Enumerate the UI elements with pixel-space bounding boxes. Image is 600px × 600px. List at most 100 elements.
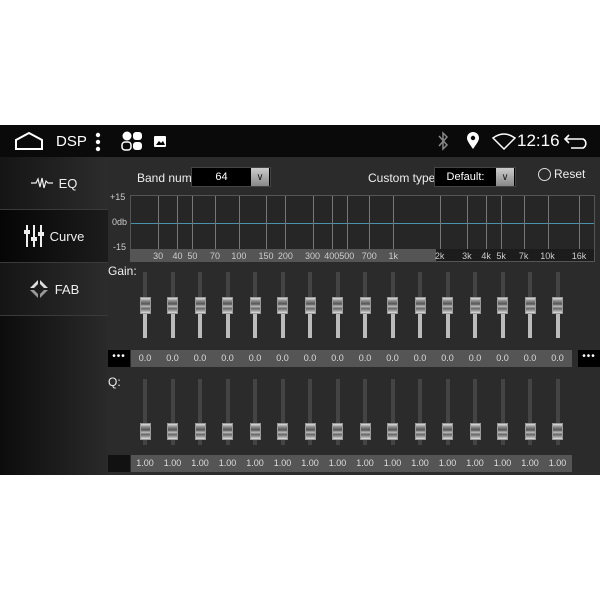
gain-slider-thumb[interactable]: [442, 296, 453, 314]
gain-slider-thumb[interactable]: [387, 296, 398, 314]
gridline: [192, 196, 194, 249]
more-right-button[interactable]: •••: [578, 350, 600, 367]
fader-balance-icon: [29, 280, 48, 298]
chevron-down-icon[interactable]: ∨: [251, 168, 269, 186]
q-values-row: 1.00 1.00 1.00 1.00 1.00 1.00 1.00 1.00 1.00 1.00…: [131, 455, 572, 472]
q-slider-track[interactable]: [363, 379, 367, 445]
gain-slider-fill: [280, 304, 285, 338]
gain-slider-thumb[interactable]: [469, 296, 481, 314]
more-left-button[interactable]: •••: [108, 350, 130, 367]
q-slider-track[interactable]: [500, 379, 505, 445]
q-slider-track[interactable]: [418, 379, 422, 445]
gain-slider-thumb[interactable]: [249, 296, 261, 314]
gridline: [214, 196, 216, 249]
q-slider-thumb[interactable]: [167, 423, 178, 441]
x-tick-label: 100: [231, 251, 247, 261]
q-slider-track[interactable]: [143, 379, 147, 445]
gain-value: 0.0: [386, 353, 399, 363]
q-slider-thumb[interactable]: [249, 423, 261, 441]
reset-label: Reset: [554, 167, 586, 181]
gridline: [266, 196, 268, 249]
gain-slider-thumb[interactable]: [552, 296, 563, 314]
curve-panel: Band num: 64 ∨ Custom type: Default: ∨ R…: [108, 157, 600, 475]
q-value: 1.00: [521, 458, 539, 468]
radio-icon[interactable]: [538, 167, 551, 181]
q-slider-thumb[interactable]: [387, 423, 398, 441]
q-slider-thumb[interactable]: [332, 423, 343, 441]
sidebar-item-label: FAB: [54, 281, 80, 297]
gain-slider-fill: [170, 304, 175, 338]
x-axis-strip: [436, 249, 594, 261]
q-slider-thumb[interactable]: [442, 423, 453, 441]
q-slider-track[interactable]: [555, 379, 560, 445]
q-slider-thumb[interactable]: [359, 423, 371, 441]
q-slider-thumb[interactable]: [414, 423, 426, 441]
q-slider-track[interactable]: [473, 379, 477, 445]
gridline: [439, 196, 441, 249]
gain-slider-thumb[interactable]: [167, 296, 178, 314]
q-slider-track[interactable]: [335, 379, 340, 445]
gain-slider-fill: [445, 304, 450, 338]
sidebar-item-curve[interactable]: Curve: [0, 210, 108, 263]
q-value: 1.00: [218, 458, 237, 468]
reset-button[interactable]: Reset: [538, 167, 585, 181]
q-slider-thumb[interactable]: [552, 423, 563, 441]
q-value: 1.00: [136, 458, 154, 468]
q-slider-track[interactable]: [253, 379, 257, 445]
gain-slider-fill: [143, 304, 147, 338]
gridline: [346, 196, 348, 249]
gain-slider-thumb[interactable]: [524, 296, 536, 314]
gain-value: 0.0: [413, 353, 427, 363]
gain-slider-thumb[interactable]: [139, 296, 151, 314]
q-slider-thumb[interactable]: [497, 423, 508, 441]
gain-slider-thumb[interactable]: [222, 296, 233, 314]
sidebar-item-eq[interactable]: EQ: [0, 157, 108, 210]
q-slider-thumb[interactable]: [469, 423, 481, 441]
band-num-select[interactable]: 64 ∨: [191, 167, 271, 187]
sidebar-item-fab[interactable]: FAB: [0, 263, 108, 316]
q-slider-track[interactable]: [445, 379, 450, 445]
menu-dots-icon[interactable]: [94, 132, 102, 152]
q-slider-track[interactable]: [198, 379, 202, 445]
gain-slider-thumb[interactable]: [304, 296, 316, 314]
gain-slider-fill: [390, 304, 395, 338]
q-slider-track[interactable]: [308, 379, 312, 445]
q-slider-thumb[interactable]: [222, 423, 233, 441]
q-slider-track[interactable]: [528, 379, 532, 445]
apps-icon[interactable]: [121, 131, 143, 151]
home-icon[interactable]: [14, 131, 44, 151]
custom-type-select[interactable]: Default: ∨: [434, 167, 516, 187]
q-slider-thumb[interactable]: [139, 423, 151, 441]
gain-value: 0.0: [276, 353, 289, 363]
back-icon[interactable]: [563, 132, 589, 150]
gain-slider-thumb[interactable]: [277, 296, 288, 314]
q-slider-thumb[interactable]: [194, 423, 206, 441]
chevron-down-icon[interactable]: ∨: [496, 168, 514, 186]
x-tick-label: 150: [258, 251, 274, 261]
gain-value: 0.0: [193, 353, 207, 363]
q-slider-track[interactable]: [390, 379, 395, 445]
y-tick-label: +15: [110, 192, 126, 202]
gain-slider-thumb[interactable]: [194, 296, 206, 314]
y-tick-label: 0db: [112, 217, 128, 227]
q-slider-thumb[interactable]: [524, 423, 536, 441]
gain-slider-fill: [500, 304, 505, 338]
gain-slider-fill: [528, 304, 532, 338]
gain-slider-thumb[interactable]: [332, 296, 343, 314]
q-slider-track[interactable]: [225, 379, 230, 445]
q-slider-thumb[interactable]: [277, 423, 288, 441]
q-slider-track[interactable]: [170, 379, 175, 445]
q-value: 1.00: [411, 458, 429, 468]
x-tick-label: 4k: [481, 251, 491, 261]
gain-slider-thumb[interactable]: [497, 296, 508, 314]
eq-curve-graph[interactable]: 30 40 50 70 100 150 200 300 400 500 700 1k 2k 3k 4k 5k 7…: [130, 195, 595, 262]
q-value: 1.00: [246, 458, 264, 468]
gain-slider-fill: [418, 304, 422, 338]
q-value: 1.00: [548, 458, 567, 468]
gain-slider-fill: [473, 304, 477, 338]
q-slider-thumb[interactable]: [304, 423, 316, 441]
gain-slider-thumb[interactable]: [414, 296, 426, 314]
gridline: [523, 196, 525, 249]
gain-slider-thumb[interactable]: [359, 296, 371, 314]
q-slider-track[interactable]: [280, 379, 285, 445]
